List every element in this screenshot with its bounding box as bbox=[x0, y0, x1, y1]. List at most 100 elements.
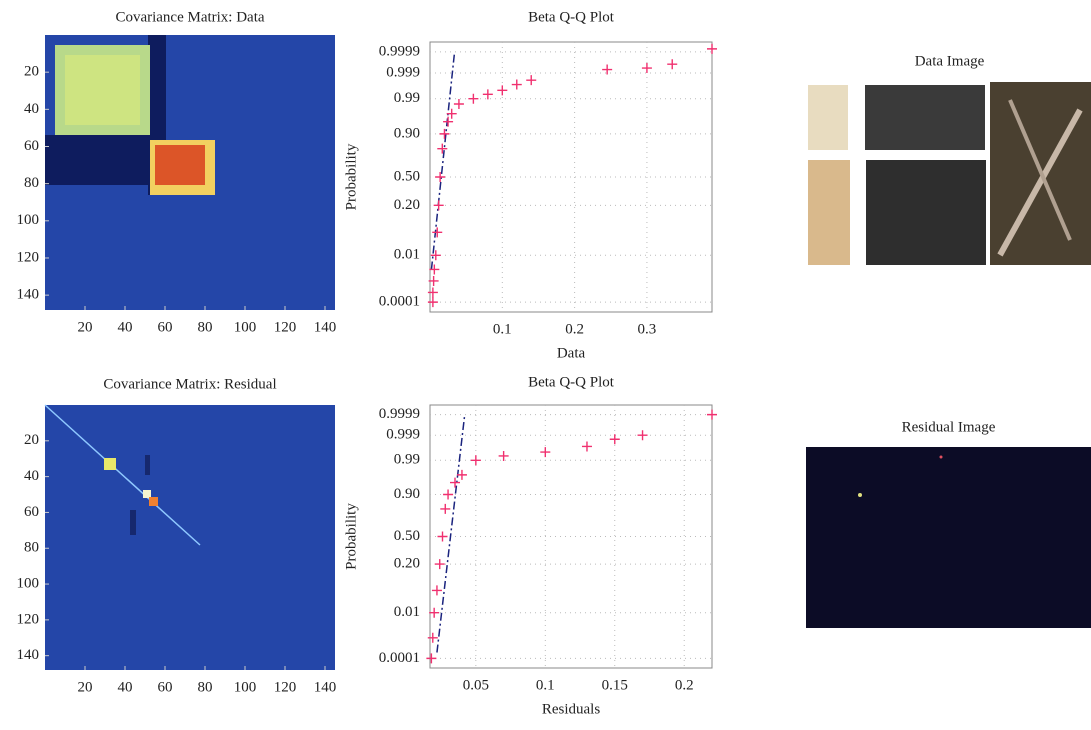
x-tick-label: 80 bbox=[198, 679, 213, 695]
y-tick-label: 0.01 bbox=[394, 604, 420, 620]
x-tick-label: 0.15 bbox=[602, 677, 628, 693]
x-axis-label: Data bbox=[557, 345, 586, 361]
qq-point bbox=[540, 447, 551, 458]
y-tick-label: 40 bbox=[24, 101, 39, 117]
qq-point bbox=[498, 450, 509, 461]
x-tick-label: 20 bbox=[78, 679, 93, 695]
chart-title: Beta Q-Q Plot bbox=[528, 374, 615, 390]
qq-point bbox=[437, 531, 448, 542]
x-tick-label: 60 bbox=[158, 319, 173, 335]
y-tick-label: 40 bbox=[24, 468, 39, 484]
qq-point bbox=[426, 653, 437, 664]
qq-point bbox=[427, 632, 438, 643]
qq-point bbox=[430, 250, 441, 261]
photo-region bbox=[866, 160, 986, 265]
x-tick-label: 40 bbox=[118, 319, 133, 335]
heatmap-region bbox=[155, 145, 205, 185]
qq-point bbox=[428, 275, 439, 286]
qq-point bbox=[497, 85, 508, 96]
qq-point bbox=[581, 441, 592, 452]
qq-point bbox=[453, 98, 464, 109]
x-tick-label: 100 bbox=[234, 679, 257, 695]
photo bbox=[808, 82, 1091, 265]
photo-region bbox=[806, 447, 1091, 628]
y-tick-label: 0.20 bbox=[394, 197, 420, 213]
heatmap-image bbox=[44, 404, 335, 670]
x-tick-label: 0.05 bbox=[463, 677, 489, 693]
y-tick-label: 0.9999 bbox=[379, 406, 420, 422]
y-tick-label: 100 bbox=[17, 212, 40, 228]
x-tick-label: 100 bbox=[234, 319, 257, 335]
qq-point bbox=[468, 93, 479, 104]
heatmap-region bbox=[65, 55, 140, 125]
heatmap-spot bbox=[143, 490, 151, 498]
y-tick-label: 0.999 bbox=[386, 427, 420, 443]
y-tick-label: 120 bbox=[17, 249, 40, 265]
qq-point bbox=[434, 559, 445, 570]
x-tick-label: 60 bbox=[158, 679, 173, 695]
y-tick-label: 0.20 bbox=[394, 556, 420, 572]
y-tick-label: 0.9999 bbox=[379, 43, 420, 59]
qq-point bbox=[435, 172, 446, 182]
y-tick-label: 60 bbox=[24, 504, 39, 520]
heatmap-diagonal bbox=[44, 404, 201, 546]
photo-detail bbox=[1008, 99, 1072, 241]
qq-point bbox=[637, 430, 648, 441]
y-tick-label: 80 bbox=[24, 540, 39, 556]
y-tick-label: 140 bbox=[17, 287, 40, 303]
qq-point bbox=[427, 297, 438, 308]
y-tick-label: 60 bbox=[24, 138, 39, 154]
photo-detail bbox=[997, 108, 1083, 257]
chart-title: Beta Q-Q Plot bbox=[528, 9, 615, 25]
x-tick-label: 140 bbox=[314, 679, 337, 695]
chart-title: Covariance Matrix: Data bbox=[115, 9, 264, 25]
x-tick-label: 80 bbox=[198, 319, 213, 335]
y-tick-label: 0.99 bbox=[394, 90, 420, 106]
y-tick-label: 0.50 bbox=[394, 528, 420, 544]
photo-detail bbox=[858, 493, 862, 497]
photo-region bbox=[808, 85, 848, 150]
reference-line bbox=[436, 414, 466, 653]
qq-point bbox=[443, 116, 454, 127]
y-tick-label: 0.01 bbox=[394, 247, 420, 263]
y-tick-label: 0.0001 bbox=[379, 650, 420, 666]
y-tick-label: 0.90 bbox=[394, 125, 420, 141]
qq-point bbox=[641, 63, 652, 74]
x-tick-label: 40 bbox=[118, 679, 133, 695]
x-tick-label: 140 bbox=[314, 319, 337, 335]
qq-point bbox=[667, 59, 678, 70]
x-tick-label: 0.2 bbox=[675, 677, 694, 693]
y-tick-label: 0.0001 bbox=[379, 294, 420, 310]
qq-point bbox=[440, 503, 451, 514]
qq-point bbox=[602, 64, 613, 75]
qq-point bbox=[429, 607, 440, 618]
x-tick-label: 0.3 bbox=[638, 321, 657, 337]
photo-region bbox=[865, 85, 985, 150]
photo-detail bbox=[939, 455, 943, 459]
qq-point bbox=[431, 585, 442, 596]
qq-point bbox=[433, 200, 444, 211]
x-tick-label: 120 bbox=[274, 319, 297, 335]
y-tick-label: 140 bbox=[17, 647, 40, 663]
qq-point bbox=[443, 489, 454, 500]
qq-point bbox=[609, 434, 620, 445]
qq-point bbox=[511, 79, 522, 90]
photo-region bbox=[808, 160, 850, 265]
y-tick-label: 80 bbox=[24, 175, 39, 191]
x-tick-label: 120 bbox=[274, 679, 297, 695]
qq-point bbox=[446, 108, 457, 119]
chart-title: Residual Image bbox=[902, 419, 996, 435]
heatmap-image bbox=[45, 35, 335, 310]
y-tick-label: 0.90 bbox=[394, 486, 420, 502]
y-tick-label: 0.50 bbox=[394, 168, 420, 184]
qq-point bbox=[432, 227, 443, 238]
heatmap-region bbox=[45, 135, 150, 185]
y-tick-label: 100 bbox=[17, 575, 40, 591]
heatmap-spot bbox=[130, 510, 136, 535]
qq-point bbox=[482, 89, 493, 100]
qq-point bbox=[470, 455, 481, 466]
chart-title: Data Image bbox=[915, 53, 985, 69]
heatmap-spot bbox=[145, 455, 150, 475]
y-tick-label: 120 bbox=[17, 611, 40, 627]
